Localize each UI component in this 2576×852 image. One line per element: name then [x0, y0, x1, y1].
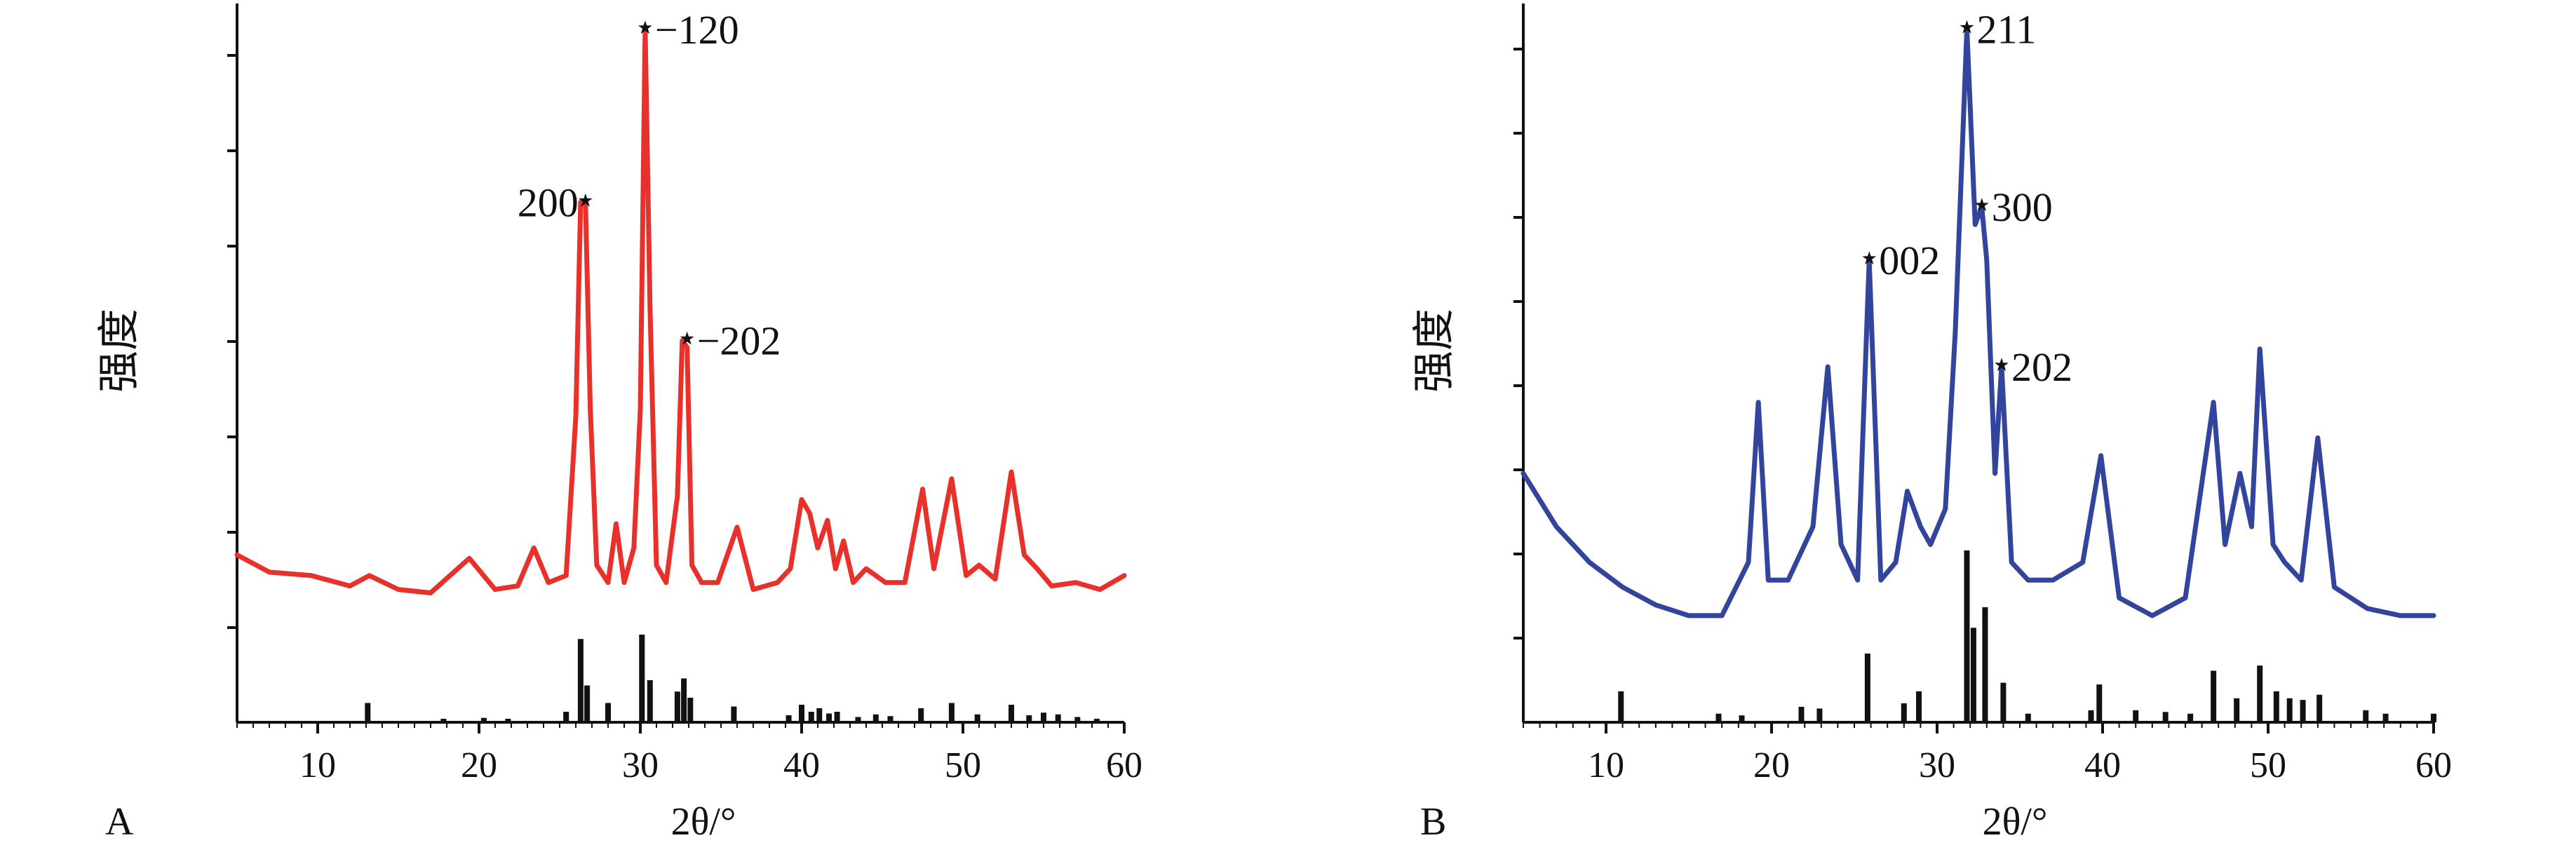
panel-a-x-tick-label: 10: [299, 745, 336, 785]
panel-b: 强度 2θ/° B 10 20 30 40 50 60★ 002★ 211★ 300★ 202: [1411, 4, 2452, 844]
panel-b-peak-label: 211: [1976, 6, 2036, 52]
panel-a-ylabel: 强度: [96, 309, 142, 393]
panel-a-peak-marker: ★: [679, 329, 695, 349]
panel-b-x-tick-label: 20: [1753, 745, 1790, 785]
panel-b-ylabel: 强度: [1411, 309, 1457, 393]
panel-b-peak-marker: ★: [1861, 248, 1877, 269]
panel-b-xlabel: 2θ/°: [1983, 800, 2048, 844]
panel-a-x-tick-label: 40: [783, 745, 820, 785]
panel-a-peak-marker: ★: [637, 18, 653, 38]
panel-b-x-tick-label: 40: [2084, 745, 2121, 785]
panel-a-peak-marker: ★: [577, 190, 593, 210]
panel-b-letter: B: [1420, 800, 1446, 844]
panel-a-x-tick-label: 30: [622, 745, 659, 785]
panel-a-x-tick-label: 50: [945, 745, 981, 785]
panel-a-peak-label: 200: [518, 180, 579, 225]
panel-a-letter: A: [105, 800, 134, 844]
panel-a-x-tick-label: 20: [461, 745, 497, 785]
panel-b-peak-label: 002: [1879, 238, 1940, 283]
panel-a-measured-pattern: [234, 27, 1127, 595]
panel-b-x-tick-label: 30: [1919, 745, 1955, 785]
panel-a: 强度 2θ/° A 10 20 30 40 50 60★200★ −120★ −202: [96, 4, 1142, 844]
panel-b-peak-label: 300: [1992, 184, 2053, 230]
panel-b-peak-marker: ★: [1993, 355, 2009, 375]
panel-a-peak-label: −202: [697, 318, 781, 364]
panel-b-x-tick-label: 10: [1588, 745, 1624, 785]
panel-b-peak-marker: ★: [1974, 195, 1990, 215]
panel-a-x-tick-label: 60: [1106, 745, 1142, 785]
panel-b-x-tick-label: 60: [2415, 745, 2452, 785]
panel-b-measured-pattern: [1520, 26, 2436, 618]
panel-b-peak-marker: ★: [1959, 17, 1975, 37]
panel-b-peak-label: 202: [2011, 344, 2072, 390]
panel-a-plot-area: 10 20 30 40 50 60★200★ −120★ −202: [227, 4, 1142, 785]
panel-b-plot-area: 10 20 30 40 50 60★ 002★ 211★ 300★ 202: [1513, 4, 2452, 785]
panel-a-peak-label: −120: [655, 7, 739, 53]
panel-b-x-tick-label: 50: [2250, 745, 2286, 785]
panel-a-xlabel: 2θ/°: [671, 800, 736, 844]
